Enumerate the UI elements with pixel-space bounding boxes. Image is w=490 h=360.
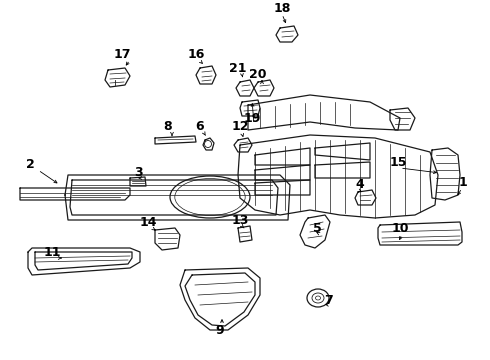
Text: 10: 10 xyxy=(391,221,409,234)
Text: 16: 16 xyxy=(187,49,205,62)
Text: 17: 17 xyxy=(113,49,131,62)
Text: 18: 18 xyxy=(273,1,291,14)
Text: 21: 21 xyxy=(229,62,247,75)
Text: 6: 6 xyxy=(196,121,204,134)
Text: 5: 5 xyxy=(313,221,321,234)
Text: 7: 7 xyxy=(323,293,332,306)
Text: 15: 15 xyxy=(389,156,407,168)
Text: 19: 19 xyxy=(244,112,261,125)
Text: 20: 20 xyxy=(249,68,267,81)
Text: 12: 12 xyxy=(231,121,249,134)
Text: 14: 14 xyxy=(139,216,157,229)
Text: 2: 2 xyxy=(25,158,34,171)
Text: 9: 9 xyxy=(216,324,224,337)
Text: 4: 4 xyxy=(356,179,365,192)
Text: 8: 8 xyxy=(164,121,172,134)
Text: 11: 11 xyxy=(43,247,61,260)
Text: 1: 1 xyxy=(459,175,467,189)
Text: 13: 13 xyxy=(231,213,249,226)
Text: 3: 3 xyxy=(134,166,142,179)
